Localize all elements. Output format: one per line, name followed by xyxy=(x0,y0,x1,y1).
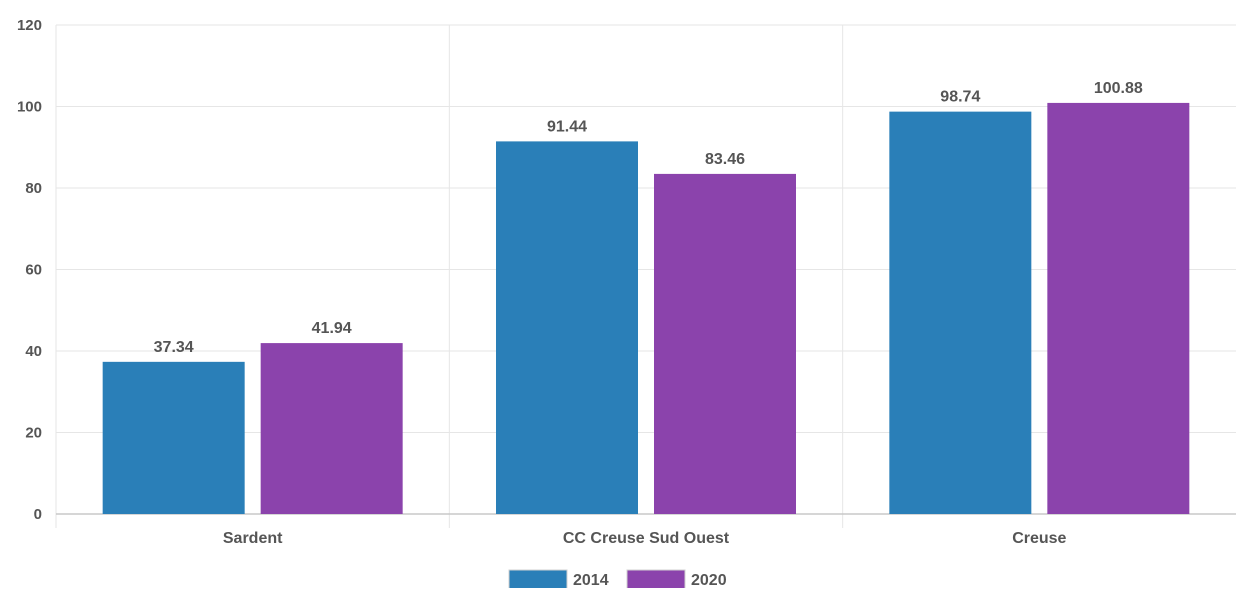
legend-label: 2020 xyxy=(691,572,727,588)
legend-swatch xyxy=(626,569,686,590)
y-tick-label: 80 xyxy=(25,180,42,197)
legend-item-2020[interactable]: 2020 xyxy=(626,569,727,590)
data-label: 98.74 xyxy=(940,89,980,106)
x-tick-label: Creuse xyxy=(1012,530,1066,547)
bar-2020-2[interactable] xyxy=(1047,102,1190,514)
legend-item-2014[interactable]: 2014 xyxy=(508,569,609,590)
y-tick-label: 60 xyxy=(25,262,42,279)
legend-swatch xyxy=(508,569,568,590)
data-label: 37.34 xyxy=(154,339,194,356)
y-tick-label: 120 xyxy=(17,17,42,34)
bars xyxy=(102,102,1190,515)
x-axis: Sardent CC Creuse Sud Ouest Creuse xyxy=(223,530,1067,547)
bar-2014-2[interactable] xyxy=(889,111,1032,515)
legend-label: 2014 xyxy=(573,572,609,588)
y-axis: 0 20 40 60 80 100 120 xyxy=(17,17,1236,523)
x-tick-label: Sardent xyxy=(223,530,283,547)
y-tick-label: 0 xyxy=(34,506,42,523)
data-label: 100.88 xyxy=(1094,80,1143,97)
data-label: 41.94 xyxy=(312,320,352,337)
data-label: 83.46 xyxy=(705,151,745,168)
bar-2020-1[interactable] xyxy=(654,173,796,514)
y-tick-label: 40 xyxy=(25,343,42,360)
bar-2014-1[interactable] xyxy=(496,141,638,514)
data-labels: 37.34 41.94 91.44 83.46 98.74 100.88 xyxy=(154,80,1143,356)
data-label: 91.44 xyxy=(547,118,587,135)
bar-2014-0[interactable] xyxy=(102,361,245,514)
gridlines xyxy=(55,24,1236,528)
legend[interactable]: 2014 2020 xyxy=(508,569,727,590)
bar-2020-0[interactable] xyxy=(260,343,403,514)
x-tick-label: CC Creuse Sud Ouest xyxy=(563,530,730,547)
y-tick-label: 20 xyxy=(25,425,42,442)
y-tick-label: 100 xyxy=(17,99,42,116)
